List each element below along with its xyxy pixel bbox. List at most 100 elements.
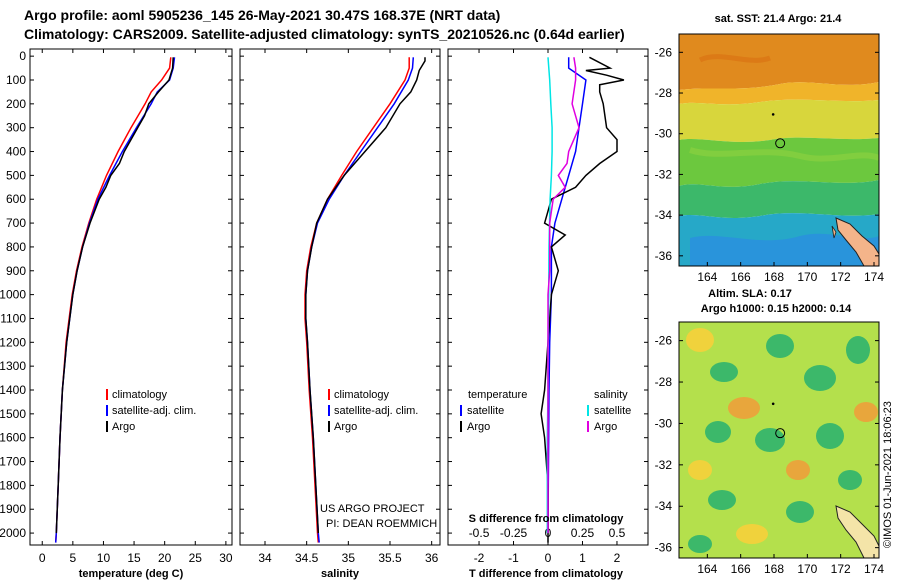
project-label: US ARGO PROJECT (320, 503, 425, 515)
depth-tick-label: 1300 (0, 359, 26, 373)
lon-tick-label: 164 (697, 562, 717, 576)
salinity-xlabel: salinity (321, 568, 360, 580)
x-tick-label: 0 (545, 551, 552, 565)
depth-tick-label: 400 (6, 145, 26, 159)
salinity-series (304, 57, 426, 543)
x-tick-label: 1 (579, 551, 586, 565)
legend-label-climatology: climatology (334, 389, 390, 401)
x-tick-label: 20 (158, 551, 172, 565)
x-tick-label: -1 (508, 551, 519, 565)
lat-tick-label: -34 (655, 208, 673, 222)
s-argo-line (547, 57, 580, 534)
legend-label-argo: Argo (334, 421, 357, 433)
depth-tick-label: 1700 (0, 455, 26, 469)
legend-label-satellite: satellite-adj. clim. (334, 405, 418, 417)
depth-tick-label: 1600 (0, 431, 26, 445)
t-difference-xlabel: T difference from climatology (469, 568, 624, 580)
satellite-adj-line (305, 57, 415, 543)
depth-tick-label: 1500 (0, 407, 26, 421)
temperature-xlabel: temperature (deg C) (79, 568, 184, 580)
lat-tick-label: -34 (655, 499, 673, 513)
legend-header-temperature: temperature (468, 389, 527, 401)
x-tick-label: 34.5 (295, 551, 319, 565)
x-tick-label: 36 (425, 551, 439, 565)
lat-tick-label: -26 (655, 45, 673, 59)
s-difference-xlabel: S difference from climatology (469, 513, 625, 525)
depth-tick-label: 300 (6, 121, 26, 135)
sla-map-title-1: Altim. SLA: 0.17 (708, 288, 792, 300)
lon-tick-label: 174 (864, 270, 884, 284)
legend-header-salinity: salinity (594, 389, 628, 401)
argo-line (55, 57, 174, 534)
lat-tick-label: -26 (655, 334, 673, 348)
x-tick-label: 30 (219, 551, 233, 565)
sst-map-axes: 164 166 168 170 172 174 -26 -28 -30 -32 -34 -36 (655, 45, 885, 284)
x-tick-label: 25 (189, 551, 203, 565)
x-tick-label: 2 (614, 551, 621, 565)
argo-position-marker (775, 138, 786, 149)
legend-label-s-argo: Argo (594, 421, 617, 433)
legend-label-t-satellite: satellite (467, 405, 504, 417)
sst-map-frame (678, 33, 880, 267)
lat-tick-label: -28 (655, 375, 673, 389)
t-satellite-line (547, 57, 587, 534)
difference-series (540, 56, 625, 543)
sst-map-title: sat. SST: 21.4 Argo: 21.4 (715, 13, 843, 25)
s-tick-label: -0.5 (469, 526, 490, 540)
depth-tick-label: 900 (6, 264, 26, 278)
depth-tick-label: 500 (6, 168, 26, 182)
lon-tick-label: 168 (764, 270, 784, 284)
s-tick-label: 0.25 (571, 526, 595, 540)
lat-tick-label: -36 (655, 249, 673, 263)
depth-tick-label: 2000 (0, 526, 26, 540)
depth-tick-label: 1100 (0, 311, 26, 325)
depth-tick-label: 1000 (0, 288, 26, 302)
salinity-panel-frame (239, 48, 441, 546)
depth-axis: 0 100 200 300 400 500 600 700 800 900 1000 1100 1200… (0, 49, 648, 540)
temperature-panel-frame (29, 48, 233, 546)
lon-tick-label: 170 (797, 270, 817, 284)
depth-tick-label: 1900 (0, 502, 26, 516)
legend-label-t-argo: Argo (467, 421, 490, 433)
depth-tick-label: 0 (19, 49, 26, 63)
legend-label-argo: Argo (112, 421, 135, 433)
sla-map-axes: 164 166 168 170 172 174 -26 -28 -30 -32 -34 -36 (655, 334, 885, 576)
depth-tick-label: 100 (6, 73, 26, 87)
depth-tick-label: 1800 (0, 478, 26, 492)
depth-tick-label: 700 (6, 216, 26, 230)
climatology-line (54, 57, 172, 543)
s-tick-label: 0.5 (609, 526, 626, 540)
t-argo-line (540, 56, 625, 543)
salinity-legend: climatology satellite-adj. clim. Argo (328, 389, 418, 433)
argo-position-marker (775, 428, 786, 439)
x-tick-label: 10 (97, 551, 111, 565)
lat-tick-label: -28 (655, 86, 673, 100)
x-tick-label: 5 (70, 551, 77, 565)
satellite-adj-line (54, 57, 176, 543)
x-tick-label: 35.5 (378, 551, 402, 565)
imos-credit: ©IMOS 01-Jun-2021 18:06:23 (882, 401, 894, 548)
x-tick-label: 35 (342, 551, 356, 565)
x-tick-label: 0 (39, 551, 46, 565)
title-line-1: Argo profile: aoml 5905236_145 26-May-20… (24, 7, 500, 23)
difference-legend: temperature salinity satellite Argo sate… (460, 389, 631, 433)
lon-tick-label: 168 (764, 562, 784, 576)
lon-tick-label: 164 (697, 270, 717, 284)
legend-label-s-satellite: satellite (594, 405, 631, 417)
lon-tick-label: 166 (731, 270, 751, 284)
lat-tick-label: -32 (655, 167, 673, 181)
depth-tick-label: 1400 (0, 383, 26, 397)
lat-tick-label: -36 (655, 541, 673, 555)
island-marker (771, 402, 775, 406)
pi-label: PI: DEAN ROEMMICH (326, 518, 437, 530)
lon-tick-label: 170 (797, 562, 817, 576)
temperature-x-axis: 0 5 10 15 20 25 30 (39, 49, 233, 565)
sla-map-frame (678, 321, 880, 559)
x-tick-label: -2 (474, 551, 485, 565)
sla-map (679, 322, 879, 558)
lat-tick-label: -30 (655, 127, 673, 141)
temperature-legend: climatology satellite-adj. clim. Argo (106, 389, 196, 433)
climatology-line (304, 57, 410, 543)
sst-map (679, 34, 879, 266)
